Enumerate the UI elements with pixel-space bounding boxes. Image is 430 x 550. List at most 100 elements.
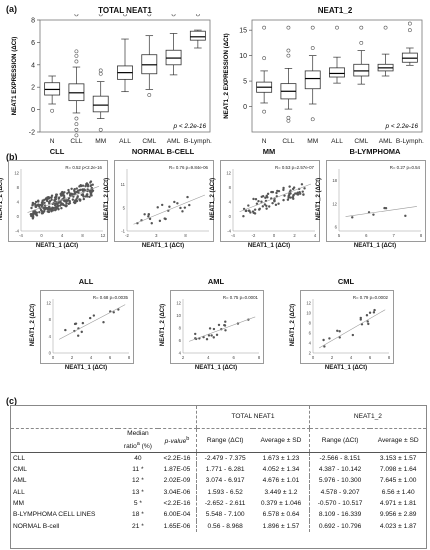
y-tick-label: 0 (31, 107, 35, 114)
category-label: N (50, 138, 55, 145)
data-point (296, 193, 299, 196)
x-tick-label: 8 (420, 233, 423, 238)
data-point (55, 193, 58, 196)
outlier-point (74, 49, 79, 54)
data-point (254, 198, 258, 201)
cell-average-neat1-2: 3.153 ± 1.57 (379, 454, 417, 462)
data-point (271, 201, 274, 205)
trend-line (188, 316, 256, 342)
y-tick-label: -1 (121, 229, 125, 234)
scatter-title: AML (207, 277, 225, 286)
cell-ratio: 12 * (132, 477, 144, 485)
data-point (73, 199, 77, 202)
data-point (183, 206, 187, 209)
data-point (30, 206, 33, 210)
data-point (31, 216, 35, 219)
category-label: AML (379, 138, 393, 145)
cell-range-neat1-2: 4.387 - 10.142 (308, 464, 371, 476)
data-point (186, 195, 189, 199)
data-point (265, 194, 268, 198)
y-tick-label: 0 (17, 214, 20, 219)
y-tick-label: 12 (226, 171, 231, 176)
y-tick-label: 2 (31, 85, 35, 92)
panel-label-b: (b) (6, 152, 18, 162)
cell-ratio: 5 * (133, 500, 142, 508)
data-point (82, 197, 86, 201)
data-point (292, 197, 295, 200)
data-point (78, 188, 81, 192)
data-point (112, 311, 115, 314)
y-tick-label: 11 (121, 182, 126, 187)
data-point (148, 217, 152, 221)
data-point (253, 208, 257, 211)
y-tick-label: 12 (46, 301, 51, 306)
data-point (288, 185, 291, 188)
scatter-x-label: NEAT1_1 (ΔCt) (353, 243, 397, 249)
data-point (202, 335, 205, 339)
data-point (41, 199, 44, 202)
row-name: CLL (13, 454, 26, 462)
outlier-point (74, 53, 79, 58)
data-point (282, 198, 285, 202)
y-tick-label: 4 (49, 334, 52, 339)
row-name: NORMAL B-cell (13, 522, 60, 530)
category-label: CLL (70, 138, 82, 145)
data-point (366, 320, 369, 323)
data-point (255, 202, 259, 205)
cell-range-neat1-2: 0.692 - 10.796 (308, 520, 371, 533)
data-point (260, 200, 263, 203)
header-average-neat1-2: Average ± SD (370, 428, 426, 454)
data-point (275, 191, 278, 195)
data-point (61, 194, 64, 197)
data-point (78, 199, 82, 202)
outlier-point (74, 116, 79, 121)
outlier-point (74, 127, 79, 132)
x-tick-label: 3 (155, 233, 158, 238)
cell-pvalue: <2.2E-16 (163, 454, 191, 462)
scatter-y-label: NEAT1_2 (ΔCt) (316, 177, 322, 221)
outlier-point (286, 118, 291, 123)
cell-range-total: 0.56 - 8.968 (196, 520, 254, 533)
outlier-point (286, 53, 291, 58)
box-N (44, 75, 61, 113)
data-point (55, 205, 58, 208)
data-point (328, 337, 331, 340)
data-point (208, 327, 212, 330)
data-point (365, 314, 369, 317)
scatter-x-label: NEAT1_1 (ΔCt) (247, 243, 291, 249)
data-point (207, 334, 211, 337)
data-point (85, 182, 89, 185)
data-point (67, 188, 70, 192)
category-label: ALL (119, 138, 131, 145)
y-tick-label: 4 (229, 200, 232, 205)
x-tick-label: 8 (388, 355, 391, 360)
cell-range-total: 3.074 - 6.917 (196, 475, 254, 488)
outlier-point (171, 14, 176, 17)
data-point (45, 199, 49, 203)
data-point (89, 193, 93, 197)
data-point (73, 192, 76, 196)
y-tick-label: 12 (306, 301, 311, 306)
outlier-point (407, 28, 412, 33)
data-point (156, 206, 159, 209)
table-row: MM 5 * <2.2E-16 -2.652 - 2.611 0.379 ± 1.046… (11, 498, 426, 510)
data-point (212, 327, 216, 331)
row-name: AML (13, 477, 27, 485)
cell-pvalue: 6.00E-04 (163, 511, 191, 519)
box-iqr (329, 67, 345, 78)
data-point (68, 201, 72, 205)
data-point (53, 199, 56, 202)
outlier-point (74, 122, 79, 127)
y-tick-label: 10 (239, 53, 247, 60)
x-tick-label: 4 (207, 355, 210, 360)
box-MM (304, 25, 321, 122)
x-tick-label: -2 (125, 233, 129, 238)
panel-label-a: (a) (6, 4, 17, 14)
scatter-title: CLL (49, 147, 65, 156)
row-name: CML (13, 466, 27, 474)
y-tick-label: 12 (332, 201, 337, 206)
cell-ratio: 21 * (132, 522, 144, 530)
data-point (74, 201, 77, 204)
